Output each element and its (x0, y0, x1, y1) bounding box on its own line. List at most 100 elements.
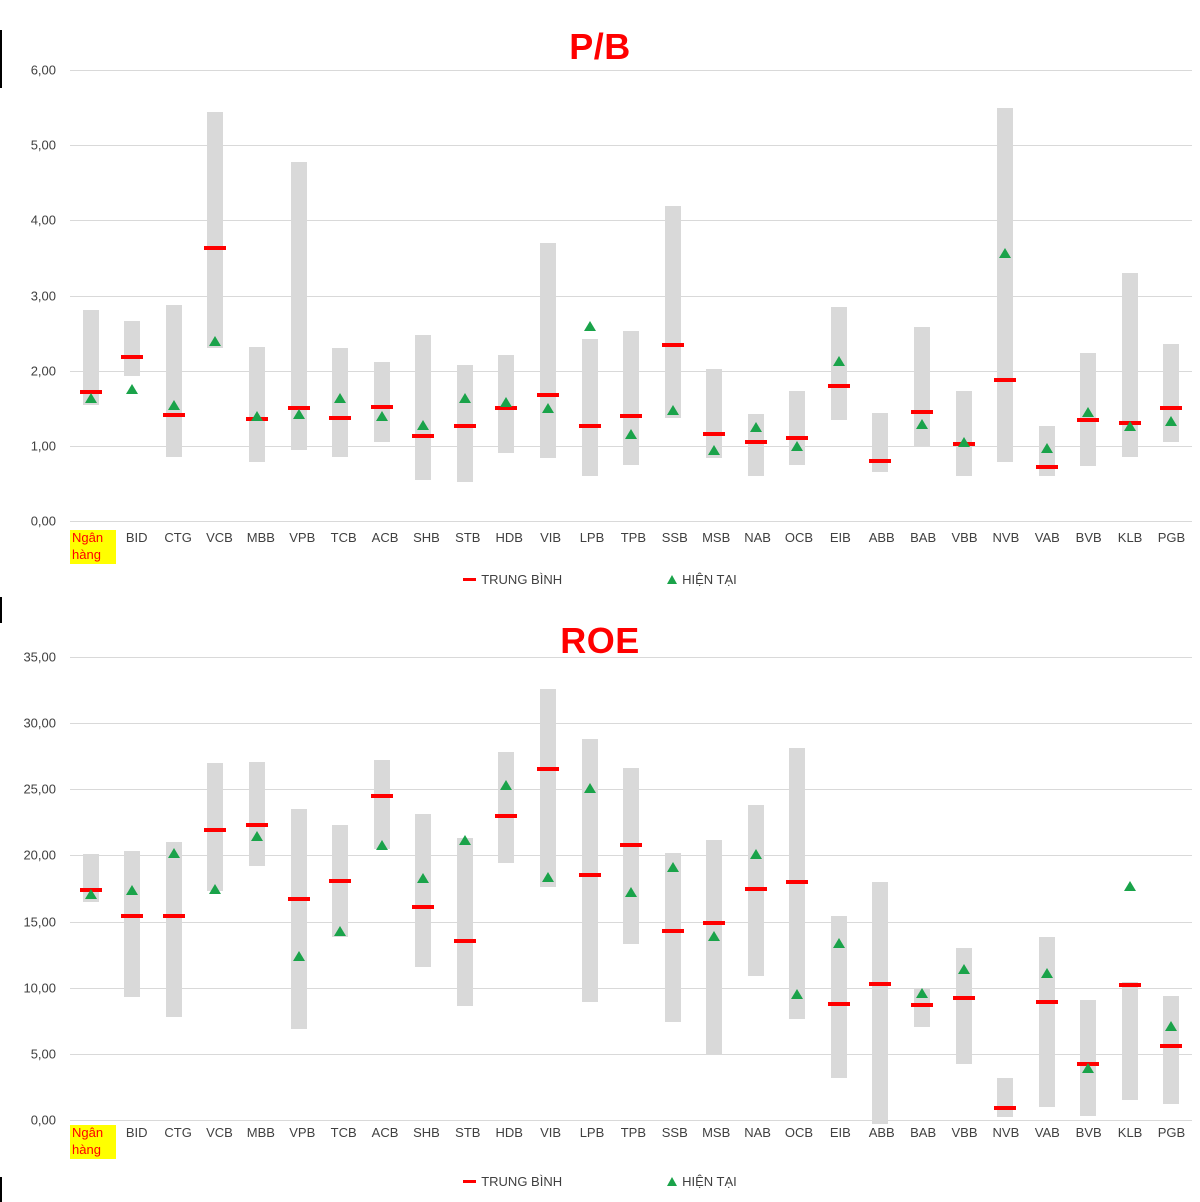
y-axis-label: 30,00 (23, 715, 56, 731)
y-axis-label: 5,00 (30, 137, 56, 153)
range-bar (664, 206, 681, 419)
current-marker (417, 872, 430, 883)
current-marker (167, 847, 180, 858)
x-axis-label: NAB (744, 1125, 771, 1140)
pb-x-axis: Ngân hàng BID CTG VCB MBB VPB TCB ACB SHB STB HDB V… (70, 530, 1192, 564)
x-axis-label: TPB (620, 530, 647, 545)
average-marker (661, 343, 684, 348)
range-bar (207, 112, 224, 349)
current-marker (292, 950, 305, 961)
chart-column-klb (1109, 657, 1151, 1120)
current-marker (500, 780, 513, 791)
average-marker (287, 406, 310, 411)
range-bar (1163, 995, 1180, 1105)
chart-column-nvb (984, 657, 1026, 1120)
average-marker (246, 823, 269, 828)
current-marker (126, 384, 139, 395)
average-marker (370, 404, 393, 409)
chart-column-vib (527, 657, 569, 1120)
y-axis-label: 15,00 (23, 914, 56, 930)
legend-label-current: HIỆN TẠI (682, 1174, 737, 1189)
y-axis-label: 10,00 (23, 980, 56, 996)
chart-column-tpb (610, 70, 652, 521)
y-axis-label: 5,00 (30, 1046, 56, 1062)
gridline (70, 1120, 1192, 1121)
current-marker (334, 925, 347, 936)
chart-column-lpb (569, 657, 611, 1120)
x-axis-label: NAB (744, 530, 771, 545)
chart-column-ocb (777, 70, 819, 521)
roe-chart-title: ROE (560, 620, 640, 661)
average-marker (994, 1106, 1017, 1111)
average-marker (911, 410, 934, 415)
chart-column-abb (860, 657, 902, 1124)
current-marker (583, 320, 596, 331)
chart-column-vbb (943, 657, 985, 1120)
legend-label-average: TRUNG BÌNH (481, 572, 563, 587)
current-marker (251, 410, 264, 421)
x-axis-label: KLB (1117, 1125, 1143, 1140)
chart-column-vcb (195, 70, 237, 521)
pb-y-axis: 6,00 5,00 4,00 3,00 2,00 1,00 0,00 (0, 63, 62, 529)
y-axis-label: 0,00 (30, 513, 56, 529)
average-marker (661, 928, 684, 933)
current-marker (708, 931, 721, 942)
current-marker (1123, 880, 1136, 891)
range-bar (124, 321, 141, 376)
chart-column-msb (693, 70, 735, 521)
x-axis-label: OCB (784, 1125, 814, 1140)
x-axis-label: MBB (246, 530, 275, 545)
x-axis-label: VCB (206, 1125, 233, 1140)
chart-column-ctg (153, 70, 195, 521)
average-marker (287, 897, 310, 902)
current-marker (957, 437, 970, 448)
x-axis-label: BID (125, 530, 148, 545)
gridline (70, 220, 1192, 222)
chart-column-bid (112, 70, 154, 521)
x-axis-label: VAB (1034, 530, 1060, 545)
x-axis-label: TCB (330, 530, 357, 545)
current-triangle-icon (667, 575, 678, 584)
legend-item-average: TRUNG BÌNH (463, 572, 562, 587)
chart-column-stb (444, 70, 486, 521)
current-marker (209, 883, 222, 894)
y-axis-label: 6,00 (30, 62, 56, 78)
chart-column-tpb (610, 657, 652, 1120)
range-bar (706, 839, 723, 1056)
current-marker (791, 989, 804, 1000)
x-axis-label: SHB (413, 530, 440, 545)
x-axis-label: NVB (992, 1125, 1020, 1140)
current-marker (458, 393, 471, 404)
chart-column-bab (901, 70, 943, 521)
current-marker (625, 428, 638, 439)
chart-column-lpb (569, 70, 611, 521)
average-marker (1035, 464, 1058, 469)
chart-column-bab (901, 657, 943, 1120)
chart-column-vab (1026, 70, 1068, 521)
x-axis-label: ABB (868, 530, 895, 545)
chart-column-ocb (777, 657, 819, 1120)
screen-edge-artifact (0, 1177, 2, 1202)
average-marker (495, 405, 518, 410)
current-marker (832, 937, 845, 948)
range-bar (1163, 344, 1180, 443)
x-axis-label: BID (125, 1125, 148, 1140)
average-marker (453, 939, 476, 944)
x-axis-label: STB (455, 1125, 481, 1140)
average-marker (869, 458, 892, 463)
current-marker (1165, 1021, 1178, 1032)
legend-item-current: HIỆN TẠI (667, 572, 737, 587)
range-bar (955, 948, 972, 1065)
x-axis-label: HDB (495, 530, 523, 545)
average-marker (744, 440, 767, 445)
current-marker (749, 422, 762, 433)
pb-plot-area (70, 70, 1192, 522)
current-marker (541, 402, 554, 413)
legend-label-average: TRUNG BÌNH (481, 1174, 563, 1189)
average-marker (204, 828, 227, 833)
average-marker (162, 413, 185, 418)
average-marker (121, 914, 144, 919)
range-bar (1038, 937, 1055, 1107)
average-marker (620, 413, 643, 418)
chart-column-nab (735, 657, 777, 1120)
